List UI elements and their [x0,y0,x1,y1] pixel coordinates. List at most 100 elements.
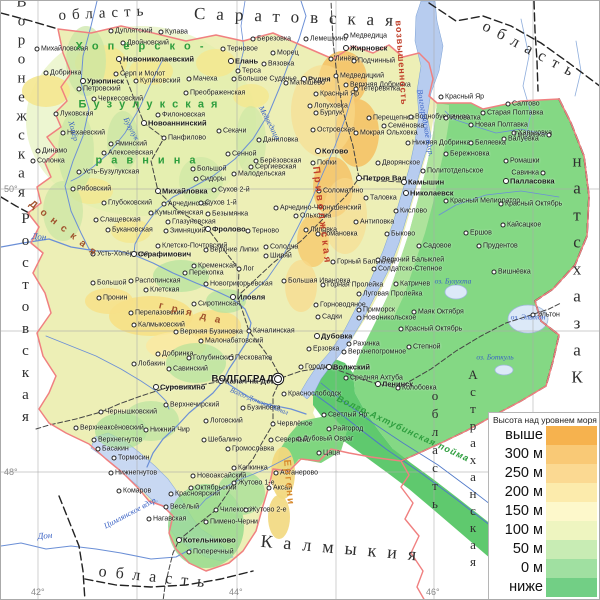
town-dot [243,507,249,513]
town-dot [443,198,449,204]
legend-row-label: 50 м [512,541,543,557]
town-label: Нехаевский [67,129,106,137]
border-dash [533,1,539,92]
town-dot [356,291,362,297]
gryada [85,288,133,314]
town-dot [216,128,222,134]
town-dot [411,309,417,315]
region-label: натсхазаК [567,151,587,395]
town-label: Верхнечирский [170,401,220,409]
legend-title: Высота над уровнем моря [493,415,597,425]
town-dot [321,412,327,418]
town-label: Солдатско-Степное [378,265,443,273]
town-dot [316,188,322,194]
legend-row-label: 200 м [504,484,543,500]
town-dot [141,120,147,126]
town-dot [131,251,137,257]
legend-row-label: ниже [509,579,543,595]
town-dot [281,278,287,284]
town-label: Секачи [223,127,247,135]
town-label: Иловля [237,292,266,302]
town-label: Шебалино [208,436,242,444]
town-dot [306,346,312,352]
legend-rows: выше 300 м 250 м 200 м 150 м 100 м 50 м 0 м ниже [491,426,597,597]
town-label: Волжский [333,362,370,372]
town-dot [476,243,482,249]
town-label: Подчинный [358,57,396,65]
town-dot [366,115,372,121]
legend-row: ниже [491,578,597,597]
town-label: Краснослободск [288,390,342,398]
town-label: Кайсацкое [507,221,542,229]
legend-color-swatch [546,578,597,597]
town-dot [34,46,40,52]
town-dot [416,243,422,249]
town-dot [163,504,169,510]
town-label: Весёлый [170,503,199,511]
town-dot [186,355,192,361]
town-label: Комаров [123,487,152,495]
town-dot [463,230,469,236]
town-label: Кулава [165,28,188,36]
town-dot [261,61,267,67]
town-dot [393,281,399,287]
town-dot [131,361,137,367]
green-s [166,343,226,383]
town-label: Нижнегнутов [115,469,158,477]
town-dot [43,70,49,76]
town-label: Тормосин [118,454,150,462]
town-dot [203,418,209,424]
legend-row: 150 м [491,502,597,521]
town-dot [230,294,236,300]
town-label: Аксай [273,484,293,492]
town-dot [76,169,82,175]
town-dot [203,519,209,525]
town-label: Сенной [232,150,257,158]
town-label: Романовка [322,230,358,238]
water-label: Бузулук [121,115,142,142]
town-label: Гмелинка [514,131,545,139]
town-label: Березовка [257,35,291,43]
town-label: Котельниково [183,535,236,545]
town-dot [356,315,362,321]
town-dot [190,473,196,479]
town-dot [190,166,196,172]
town-dot [333,73,339,79]
town-dot [501,136,507,142]
town-dot [120,40,126,46]
town-label: Нижняя Добринка [412,139,471,147]
town-dot [60,130,66,136]
town-dot [511,130,517,136]
legend-row: 250 м [491,464,597,483]
town-dot [326,426,332,432]
river-eruslan [444,110,550,136]
town-dot [225,446,231,452]
town-dot [356,307,362,313]
town-dot [198,338,204,344]
town-dot [283,80,289,86]
town-dot [395,385,401,391]
zavolzhye-pale [379,103,449,319]
town-dot [191,263,197,269]
river-don-lower [1,542,192,560]
coordinate-label: 48° [4,467,18,477]
physio-label: возвышенность [393,20,410,106]
town-label: Алексеевская [108,149,154,157]
town-label: Лемешкино [310,35,348,43]
town-dot [296,436,302,442]
town-label: Садовое [423,242,452,250]
town-dot [363,195,369,201]
town-label: Палласовка [510,176,555,186]
town-dot [310,127,316,133]
town-dot [320,282,326,288]
town-dot [218,378,224,384]
town-dot [186,549,192,555]
town-dot [353,86,359,92]
town-label: Малонабатовский [205,337,264,345]
town-dot [53,111,59,117]
railway [35,377,282,430]
town-label: Чернышковский [105,408,158,416]
water-label: Волго-Донской канал [228,386,290,417]
town-label: Ершов [470,229,492,237]
town-label: Перещепное [373,114,415,122]
